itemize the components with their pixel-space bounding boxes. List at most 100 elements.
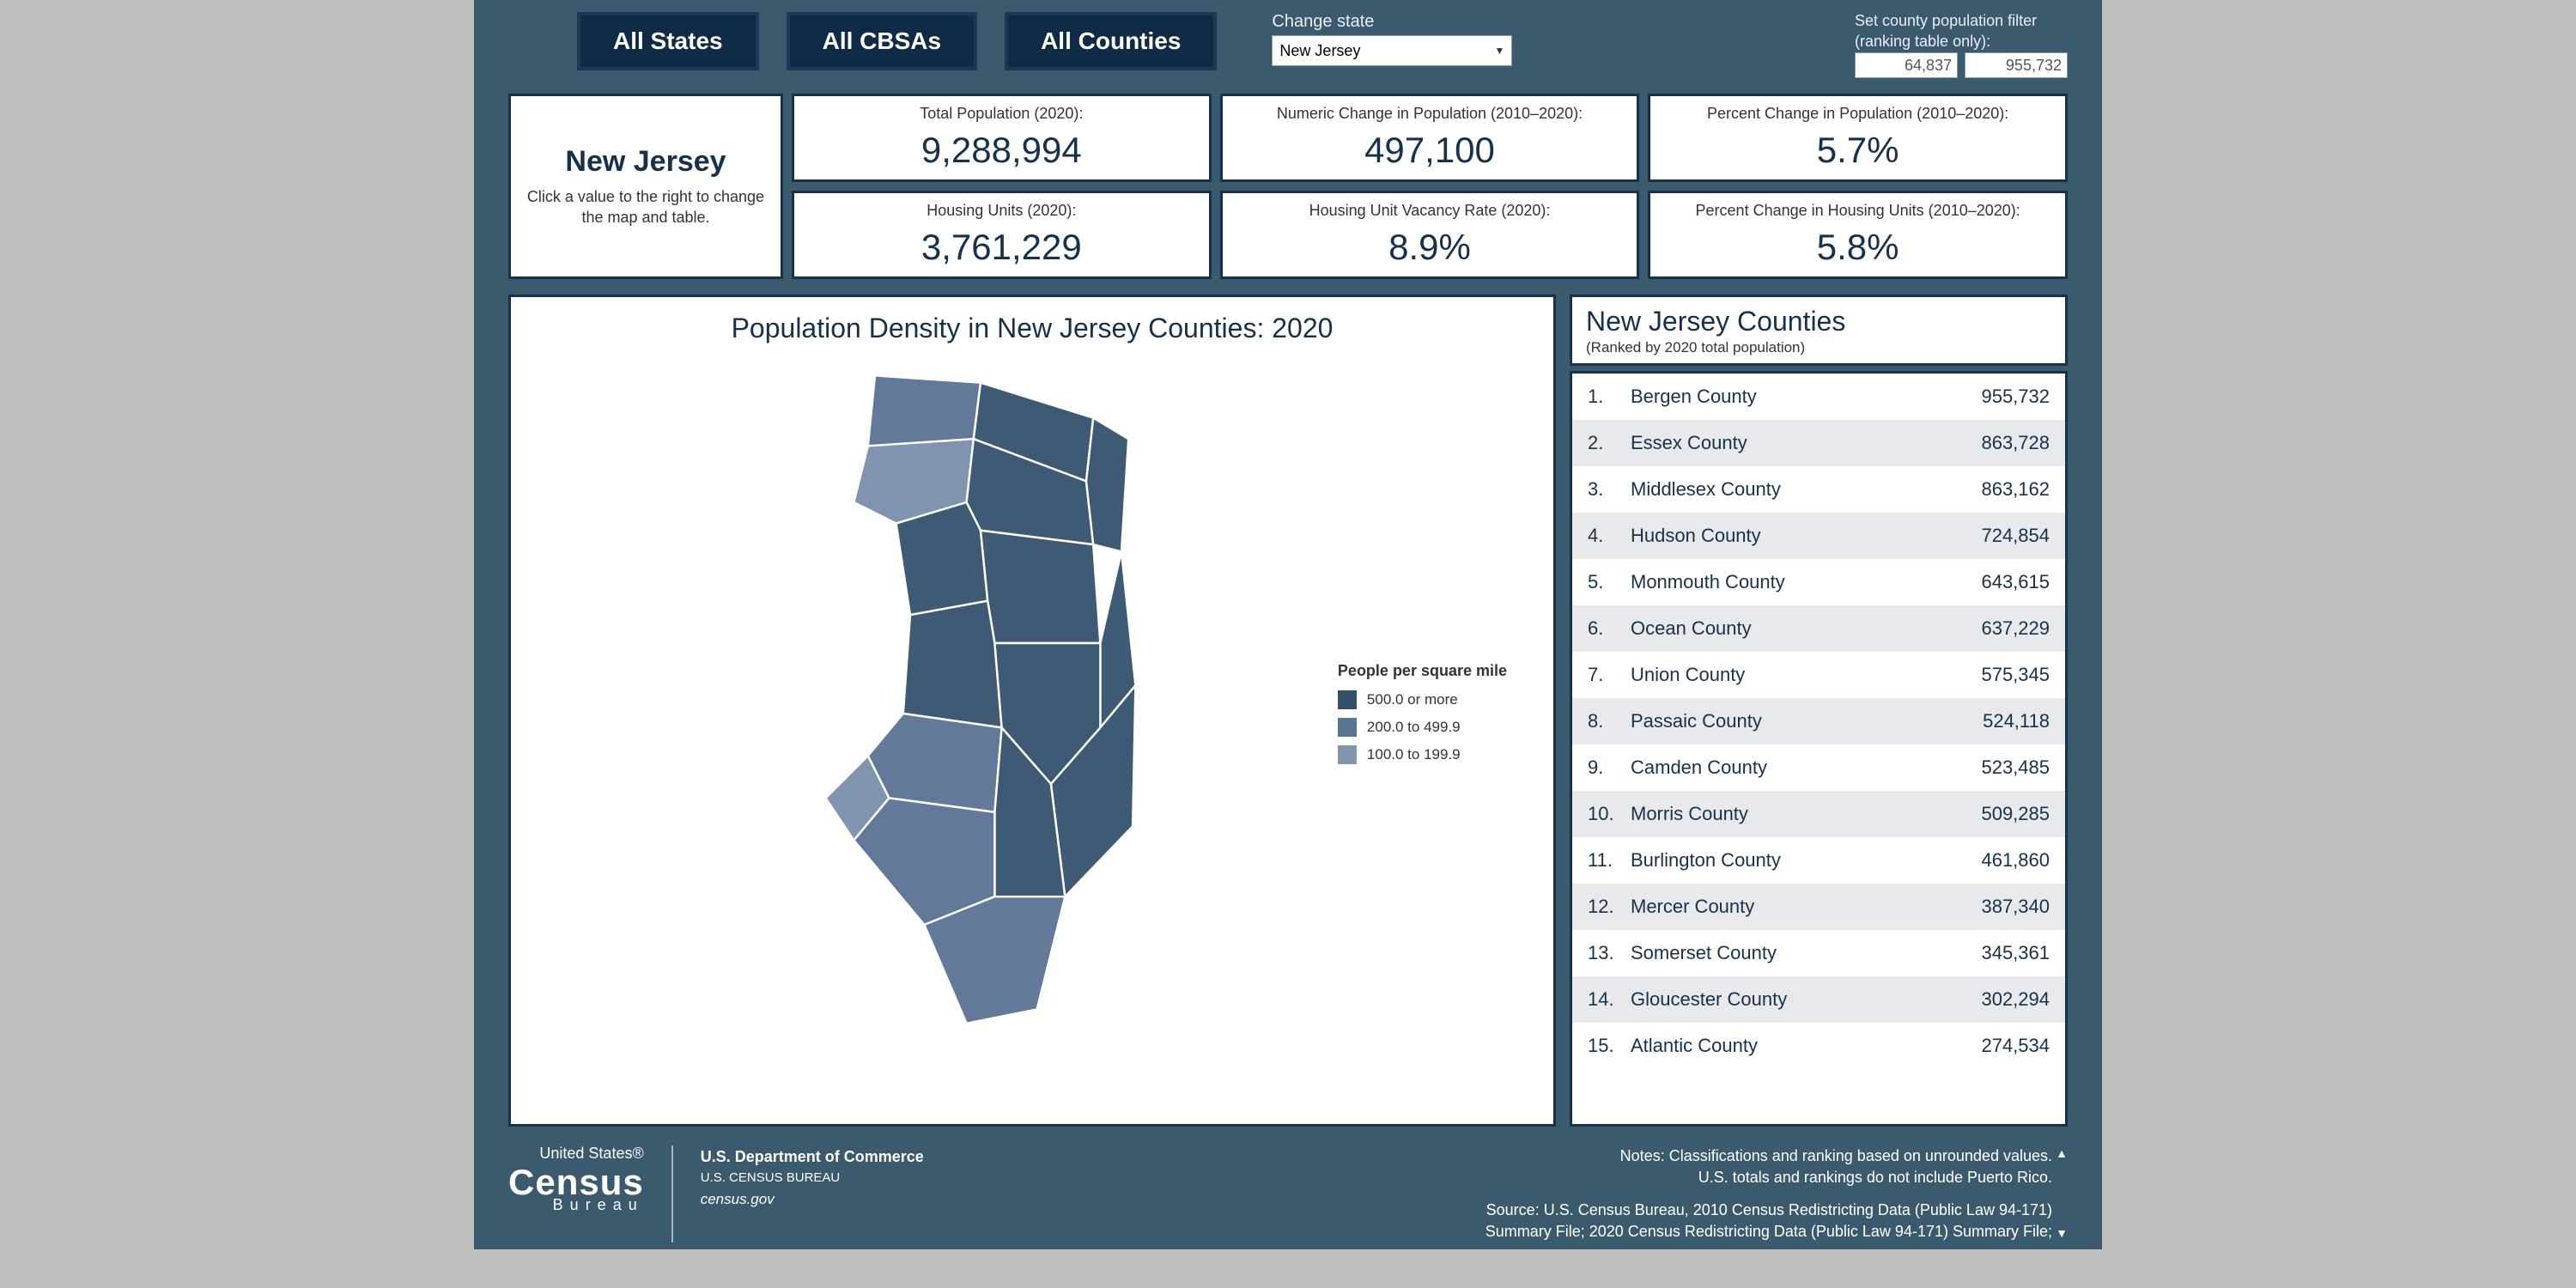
metric-label: Housing Unit Vacancy Rate (2020):: [1309, 202, 1551, 220]
table-row[interactable]: 8.Passaic County524,118: [1572, 698, 2065, 744]
rank-county: Bergen County: [1631, 386, 1981, 408]
metric-card[interactable]: Housing Unit Vacancy Rate (2020): 8.9%: [1220, 191, 1640, 279]
logo-united-states: United States®: [508, 1145, 644, 1163]
state-name: New Jersey: [565, 145, 726, 179]
content-row: Population Density in New Jersey Countie…: [474, 286, 2102, 1133]
rank-county: Camden County: [1631, 756, 1981, 779]
filter-label-1: Set county population filter: [1855, 12, 2068, 31]
table-row[interactable]: 2.Essex County863,728: [1572, 420, 2065, 466]
rank-county: Ocean County: [1631, 617, 1981, 640]
table-row[interactable]: 15.Atlantic County274,534: [1572, 1023, 2065, 1069]
rank-county: Burlington County: [1631, 849, 1981, 872]
metric-card[interactable]: Housing Units (2020):3,761,229: [792, 191, 1212, 279]
rank-number: 5.: [1588, 571, 1631, 593]
table-row[interactable]: 10.Morris County509,285: [1572, 791, 2065, 837]
table-row[interactable]: 11.Burlington County461,860: [1572, 837, 2065, 884]
state-instruction: Click a value to the right to change the…: [526, 187, 765, 228]
rank-county: Somerset County: [1631, 942, 1981, 964]
legend-label: 500.0 or more: [1367, 691, 1458, 708]
rank-number: 10.: [1588, 803, 1631, 825]
footer-note-2: U.S. totals and rankings do not include …: [1485, 1167, 2052, 1188]
population-filter: Set county population filter (ranking ta…: [1855, 12, 2068, 78]
county-shape[interactable]: [868, 376, 981, 447]
filter-max-input[interactable]: [1965, 52, 2068, 78]
metric-label: Total Population (2020):: [920, 105, 1083, 123]
rank-number: 4.: [1588, 525, 1631, 547]
legend-label: 100.0 to 199.9: [1367, 746, 1461, 763]
rank-number: 15.: [1588, 1035, 1631, 1057]
county-shape[interactable]: [981, 531, 1100, 643]
app-frame: All States All CBSAs All Counties Change…: [474, 0, 2102, 1249]
rank-number: 11.: [1588, 849, 1631, 872]
ranking-list[interactable]: 1.Bergen County955,7322.Essex County863,…: [1570, 371, 2068, 1127]
footer-divider: [671, 1145, 673, 1242]
metric-card[interactable]: Numeric Change in Population (2010–2020)…: [1220, 94, 1640, 182]
ranking-title: New Jersey Counties: [1586, 306, 2051, 337]
table-row[interactable]: 13.Somerset County345,361: [1572, 930, 2065, 976]
metric-card[interactable]: Total Population (2020):9,288,994: [792, 94, 1212, 182]
legend-row: 100.0 to 199.9: [1338, 745, 1507, 764]
footer: United States® Census Bureau U.S. Depart…: [474, 1133, 2102, 1249]
chevron-down-icon: ▼: [1495, 45, 1505, 57]
rank-county: Union County: [1631, 664, 1981, 686]
state-select-value: New Jersey: [1279, 42, 1360, 60]
county-shape[interactable]: [903, 601, 1002, 728]
metric-card[interactable]: Percent Change in Housing Units (2010–20…: [1648, 191, 2068, 279]
dept-bureau: U.S. CENSUS BUREAU: [701, 1169, 924, 1188]
filter-label-2: (ranking table only):: [1855, 33, 2068, 52]
legend-row: 200.0 to 499.9: [1338, 718, 1507, 737]
table-row[interactable]: 14.Gloucester County302,294: [1572, 976, 2065, 1023]
county-shape[interactable]: [1086, 418, 1128, 552]
rank-county: Morris County: [1631, 803, 1981, 825]
legend-swatch: [1338, 690, 1357, 709]
state-select[interactable]: New Jersey ▼: [1272, 35, 1512, 66]
rank-value: 643,615: [1981, 571, 2050, 593]
all-states-button[interactable]: All States: [577, 12, 759, 70]
table-row[interactable]: 5.Monmouth County643,615: [1572, 559, 2065, 605]
table-row[interactable]: 1.Bergen County955,732: [1572, 374, 2065, 420]
ranking-header: New Jersey Counties (Ranked by 2020 tota…: [1570, 295, 2068, 366]
filter-min-input[interactable]: [1855, 52, 1958, 78]
notes-scroll-down-icon[interactable]: ▼: [2056, 1225, 2068, 1242]
table-row[interactable]: 6.Ocean County637,229: [1572, 605, 2065, 652]
rank-number: 13.: [1588, 942, 1631, 964]
metric-card[interactable]: Percent Change in Population (2010–2020)…: [1648, 94, 2068, 182]
metric-value: 8.9%: [1388, 227, 1471, 268]
rank-number: 6.: [1588, 617, 1631, 640]
table-row[interactable]: 9.Camden County523,485: [1572, 744, 2065, 791]
rank-county: Atlantic County: [1631, 1035, 1981, 1057]
footer-notes: ▲ Notes: Classifications and ranking bas…: [1485, 1145, 2068, 1242]
table-row[interactable]: 3.Middlesex County863,162: [1572, 466, 2065, 513]
table-row[interactable]: 12.Mercer County387,340: [1572, 884, 2065, 930]
rank-value: 387,340: [1981, 896, 2050, 918]
rank-county: Hudson County: [1631, 525, 1981, 547]
county-shape[interactable]: [924, 896, 1065, 1024]
all-counties-button[interactable]: All Counties: [1005, 12, 1217, 70]
map-legend: People per square mile 500.0 or more200.…: [1338, 662, 1507, 773]
table-row[interactable]: 4.Hudson County724,854: [1572, 513, 2065, 559]
map-title: Population Density in New Jersey Countie…: [732, 313, 1334, 344]
rank-county: Passaic County: [1631, 710, 1983, 732]
rank-number: 14.: [1588, 988, 1631, 1011]
ranking-panel: New Jersey Counties (Ranked by 2020 tota…: [1570, 295, 2068, 1127]
rank-county: Essex County: [1631, 432, 1981, 454]
rank-value: 509,285: [1981, 803, 2050, 825]
all-cbsas-button[interactable]: All CBSAs: [787, 12, 977, 70]
rank-value: 524,118: [1983, 710, 2050, 732]
metric-label: Percent Change in Housing Units (2010–20…: [1696, 202, 2020, 220]
rank-number: 12.: [1588, 896, 1631, 918]
rank-value: 345,361: [1981, 942, 2050, 964]
rank-value: 955,732: [1981, 386, 2050, 408]
rank-county: Monmouth County: [1631, 571, 1981, 593]
county-shape[interactable]: [896, 502, 988, 615]
census-logo: United States® Census Bureau: [508, 1145, 644, 1214]
table-row[interactable]: 7.Union County575,345: [1572, 652, 2065, 698]
dept-commerce: U.S. Department of Commerce: [701, 1145, 924, 1169]
metric-value: 497,100: [1364, 130, 1495, 171]
legend-swatch: [1338, 745, 1357, 764]
nj-map-icon[interactable]: [766, 361, 1195, 1066]
rank-value: 523,485: [1981, 756, 2050, 779]
notes-scroll-up-icon[interactable]: ▲: [2056, 1145, 2068, 1163]
rank-county: Mercer County: [1631, 896, 1981, 918]
metric-label: Housing Units (2020):: [927, 202, 1076, 220]
